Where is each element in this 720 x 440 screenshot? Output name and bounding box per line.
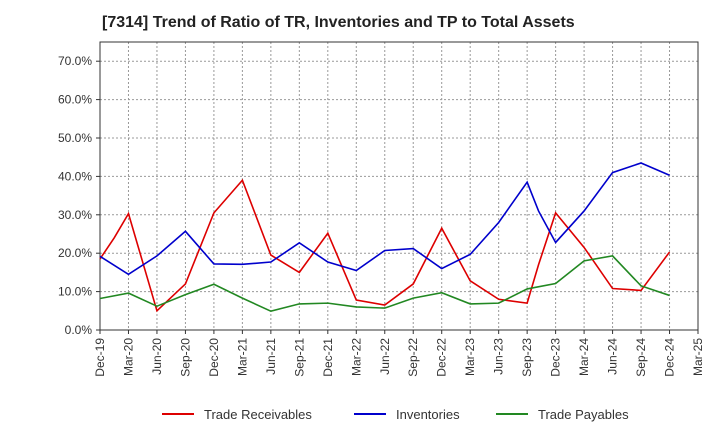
x-tick-label: Mar-24	[577, 338, 591, 376]
y-tick-label: 60.0%	[58, 93, 92, 107]
legend-label-3: Trade Payables	[538, 407, 629, 422]
series-line-3	[99, 255, 670, 313]
x-tick-label: Mar-25	[691, 338, 705, 376]
chart-title: [7314] Trend of Ratio of TR, Inventories…	[102, 14, 575, 31]
y-tick-label: 50.0%	[58, 131, 92, 145]
x-tick-label: Dec-24	[663, 338, 677, 377]
x-tick-label: Mar-21	[235, 338, 249, 376]
x-tick-label: Jun-22	[378, 338, 392, 375]
y-tick-label: 10.0%	[58, 285, 92, 299]
y-tick-label: 0.0%	[65, 323, 93, 337]
y-tick-label: 20.0%	[58, 246, 92, 260]
legend-label-2: Inventories	[396, 407, 460, 422]
x-tick-label: Sep-24	[634, 338, 648, 377]
x-tick-label: Jun-21	[264, 338, 278, 375]
x-tick-label: Jun-24	[606, 338, 620, 375]
x-tick-label: Dec-21	[321, 338, 335, 377]
y-tick-label: 30.0%	[58, 208, 92, 222]
x-tick-label: Dec-23	[549, 338, 563, 377]
x-tick-label: Jun-23	[492, 338, 506, 375]
plot-frame	[99, 41, 699, 331]
x-tick-label: Mar-23	[463, 338, 477, 376]
series-line-1	[99, 178, 671, 313]
x-tick-label: Dec-19	[93, 338, 107, 377]
x-tick-label: Dec-20	[207, 338, 221, 377]
x-tick-label: Sep-22	[406, 338, 420, 377]
y-tick-label: 40.0%	[58, 169, 92, 183]
x-tick-label: Sep-20	[178, 338, 192, 377]
x-tick-label: Jun-20	[150, 338, 164, 375]
x-tick-label: Mar-22	[349, 338, 363, 376]
x-tick-label: Sep-21	[292, 338, 306, 377]
y-tick-label: 70.0%	[58, 54, 92, 68]
series-line-2	[99, 162, 670, 276]
x-tick-label: Sep-23	[520, 338, 534, 377]
legend-label-1: Trade Receivables	[204, 407, 312, 422]
x-tick-label: Mar-20	[121, 338, 135, 376]
x-tick-label: Dec-22	[435, 338, 449, 377]
